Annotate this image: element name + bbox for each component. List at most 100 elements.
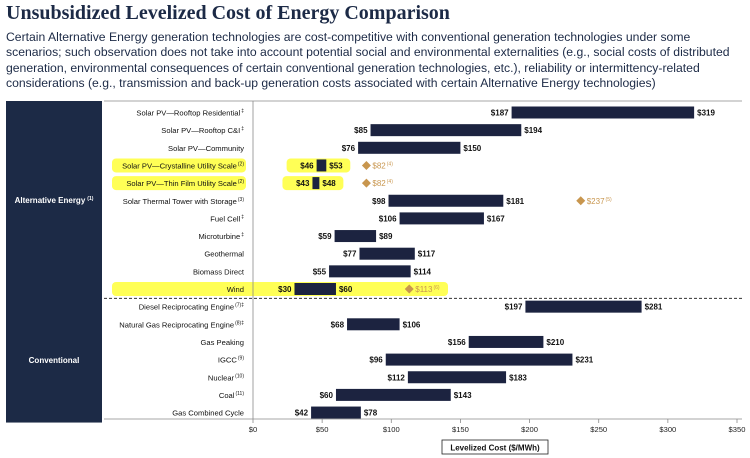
category-name: Solar PV—Rooftop C&I: [161, 126, 240, 135]
outlier-diamond: [576, 196, 586, 206]
outlier-diamond: [404, 284, 414, 294]
range-bar: [468, 335, 544, 348]
range-bar: [316, 159, 327, 172]
low-value-label: $197: [505, 303, 523, 312]
group-panel-0: [6, 101, 102, 299]
low-value-label: $59: [318, 232, 332, 241]
category-name: Solar PV—Rooftop Residential: [136, 109, 240, 118]
highlight-label-4: [112, 176, 246, 191]
category-label: Solar PV—Crystalline Utility Scale(2): [122, 161, 244, 170]
category-label: Coal(11): [219, 391, 244, 400]
range-bar: [388, 194, 504, 207]
bars-layer: [294, 106, 695, 419]
low-value-label: $187: [491, 109, 509, 118]
category-label: Fuel Cell‡: [210, 214, 244, 223]
range-bar: [294, 283, 336, 295]
category-name: Nuclear: [208, 373, 235, 382]
range-bar: [385, 353, 573, 366]
range-bar: [511, 106, 695, 119]
category-label: IGCC(9): [218, 356, 244, 365]
category-label: Gas Combined Cycle: [172, 409, 244, 418]
chart-subtitle: Certain Alternative Energy generation te…: [6, 30, 730, 90]
x-axis-label-box: [441, 439, 549, 455]
category-label: Solar PV—Rooftop Residential‡: [136, 109, 244, 118]
category-label: Solar Thermal Tower with Storage(3): [123, 197, 245, 206]
x-tick-label: $250: [590, 425, 607, 434]
high-value-label: $210: [546, 338, 564, 347]
group-label-0: Alternative Energy (1): [15, 196, 94, 205]
outlier-diamond: [361, 160, 371, 170]
range-bar: [525, 300, 642, 313]
x-tick-label: $150: [452, 425, 469, 434]
low-value-label: $68: [331, 320, 345, 329]
category-label: Gas Peaking: [201, 338, 244, 347]
category-name: Solar PV—Crystalline Utility Scale: [122, 161, 237, 170]
range-bar: [359, 247, 415, 260]
range-bar: [370, 124, 522, 137]
high-value-label: $231: [575, 356, 593, 365]
category-name: Solar Thermal Tower with Storage: [123, 197, 237, 206]
high-value-label: $48: [322, 179, 336, 188]
category-name: Coal: [219, 391, 235, 400]
high-value-label: $60: [339, 285, 353, 294]
chart-title: Unsubsidized Levelized Cost of Energy Co…: [6, 2, 450, 24]
category-label: Nuclear(10): [208, 373, 244, 382]
category-name: Diesel Reciprocating Engine: [139, 303, 234, 312]
category-label: Solar PV—Community: [168, 144, 244, 153]
category-label: Biomass Direct: [193, 267, 245, 276]
low-value-label: $30: [278, 285, 292, 294]
x-tick-label: $0: [249, 425, 257, 434]
high-value-label: $183: [509, 373, 527, 382]
low-value-label: $112: [388, 373, 406, 382]
category-label: Microturbine‡: [198, 232, 244, 241]
category-name: Natural Gas Reciprocating Engine: [119, 320, 234, 329]
range-bar: [335, 388, 451, 401]
category-name: Solar PV—Thin Film Utility Scale: [126, 179, 237, 188]
category-name: Wind: [227, 285, 244, 294]
x-tick-label: $300: [659, 425, 676, 434]
x-tick-label: $200: [521, 425, 538, 434]
labels-layer: Solar PV—Rooftop Residential‡ $187 $319 Sol…: [119, 109, 715, 418]
high-value-label: $150: [463, 144, 481, 153]
group-panels: Alternative Energy (1) Conventional: [6, 101, 102, 423]
range-bar: [334, 230, 377, 243]
category-name: Microturbine: [198, 232, 240, 241]
group-label-1: Conventional: [29, 356, 80, 365]
outlier-label: $113(6): [415, 285, 440, 294]
x-tick-label: $100: [383, 425, 400, 434]
low-value-label: $46: [300, 161, 314, 170]
category-name: Geothermal: [204, 250, 244, 259]
category-name: Biomass Direct: [193, 267, 245, 276]
high-value-label: $167: [487, 214, 505, 223]
low-value-label: $60: [320, 391, 334, 400]
low-value-label: $85: [354, 126, 368, 135]
category-label: Natural Gas Reciprocating Engine(8)‡: [119, 320, 244, 329]
outlier-diamond: [361, 178, 371, 188]
category-name: Fuel Cell: [210, 214, 240, 223]
category-label: Diesel Reciprocating Engine(7)‡: [139, 303, 245, 312]
category-name: Solar PV—Community: [168, 144, 244, 153]
range-bar: [311, 406, 361, 419]
high-value-label: $143: [454, 391, 472, 400]
category-name: Gas Peaking: [201, 338, 244, 347]
category-label: Wind: [227, 285, 244, 294]
low-value-label: $42: [295, 409, 309, 418]
category-name: IGCC: [218, 356, 238, 365]
axis-layer: $0 $50 $100 $150 $200 $250 $300 $350 Levelized C…: [104, 100, 745, 455]
low-value-label: $76: [342, 144, 356, 153]
group-panel-1: [6, 297, 102, 423]
high-value-label: $117: [418, 250, 436, 259]
range-bar: [407, 371, 507, 384]
highlight-label-10: [112, 282, 448, 296]
high-value-label: $319: [697, 109, 715, 118]
high-value-label: $106: [403, 320, 421, 329]
range-bar: [347, 318, 400, 331]
range-bar: [399, 212, 484, 225]
range-bar: [312, 177, 320, 190]
low-value-label: $77: [343, 250, 357, 259]
range-bar: [358, 141, 461, 154]
high-value-label: $281: [645, 303, 663, 312]
highlight-label-3: [112, 158, 246, 173]
outlier-label: $82(4): [372, 161, 393, 170]
high-value-label: $89: [379, 232, 393, 241]
